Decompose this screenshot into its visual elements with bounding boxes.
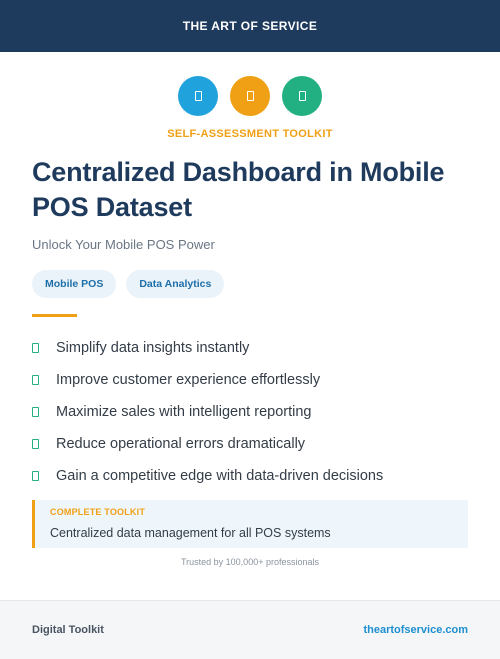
callout-text: Centralized data management for all POS … <box>50 526 331 540</box>
tag-data-analytics: Data Analytics <box>126 270 225 298</box>
tag-list: Mobile POS Data Analytics <box>32 270 225 298</box>
benefit-text: Reduce operational errors dramatically <box>56 436 306 452</box>
phone-icon <box>246 91 254 101</box>
phone-icon <box>298 91 306 101</box>
trusted-note: Trusted by 100,000+ professionals <box>180 557 319 567</box>
toolkit-callout: COMPLETE TOOLKIT Centralized data manage… <box>32 500 468 548</box>
benefit-text: Improve customer experience effortlessly <box>56 372 321 388</box>
list-item: Gain a competitive edge with data-driven… <box>32 460 472 492</box>
accent-divider <box>32 314 77 317</box>
benefit-text: Gain a competitive edge with data-driven… <box>56 468 384 484</box>
footer-bar: Digital Toolkit theartofservice.com <box>0 600 500 659</box>
icon-circle-orange <box>230 76 270 116</box>
list-item: Maximize sales with intelligent reportin… <box>32 396 472 428</box>
tag-mobile-pos: Mobile POS <box>32 270 117 298</box>
subtitle: Unlock Your Mobile POS Power <box>32 237 215 252</box>
kicker-label: SELF-ASSESSMENT TOOLKIT <box>167 128 333 140</box>
page-title: Centralized Dashboard in Mobile POS Data… <box>32 157 445 222</box>
brand-title: THE ART OF SERVICE <box>182 19 318 33</box>
list-item: Reduce operational errors dramatically <box>32 428 472 460</box>
check-icon <box>32 407 39 417</box>
check-icon <box>32 343 39 353</box>
check-icon <box>32 471 39 481</box>
phone-icon <box>194 91 202 101</box>
benefit-text: Maximize sales with intelligent reportin… <box>56 404 312 420</box>
check-icon <box>32 375 39 385</box>
header-bar: THE ART OF SERVICE <box>0 0 500 52</box>
check-icon <box>32 439 39 449</box>
list-item: Simplify data insights instantly <box>32 332 472 364</box>
icon-circle-blue <box>178 76 218 116</box>
footer-label: Digital Toolkit <box>32 624 104 636</box>
benefit-text: Simplify data insights instantly <box>56 340 250 356</box>
benefit-list: Simplify data insights instantly Improve… <box>32 332 472 492</box>
icon-circle-green <box>282 76 322 116</box>
callout-label: COMPLETE TOOLKIT <box>50 507 146 517</box>
list-item: Improve customer experience effortlessly <box>32 364 472 396</box>
icon-row <box>0 76 500 116</box>
website-link[interactable]: theartofservice.com <box>363 624 468 636</box>
